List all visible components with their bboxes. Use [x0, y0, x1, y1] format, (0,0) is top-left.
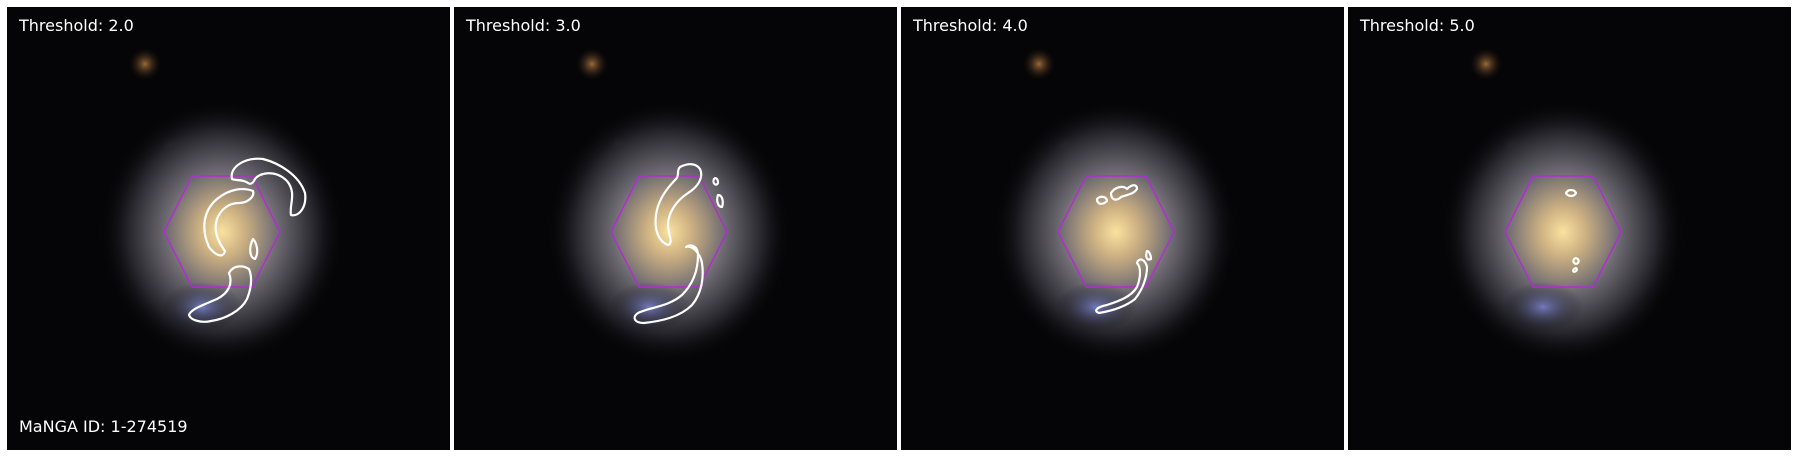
blue-clump [1056, 282, 1136, 332]
contour-knot [1572, 257, 1580, 265]
blue-clump [609, 282, 689, 332]
contour-arm-north [654, 163, 703, 247]
threshold-label: Threshold: 5.0 [1360, 16, 1475, 35]
contour-lines [633, 163, 724, 325]
blue-clump [1503, 282, 1583, 332]
background-star [127, 46, 163, 82]
threshold-label: Threshold: 4.0 [913, 16, 1028, 35]
contour-arm-north [230, 157, 307, 217]
image-panel-threshold-3: Threshold: 3.0 [454, 7, 897, 450]
image-panel-threshold-2: Threshold: 2.0 MaNGA ID: 1-274519 [7, 7, 450, 450]
galaxy-halo [97, 97, 347, 367]
galaxy-halo [1438, 97, 1688, 367]
threshold-label: Threshold: 2.0 [19, 16, 134, 35]
background-star [574, 46, 610, 82]
contour-knot [1572, 267, 1578, 273]
contour-lines [1095, 184, 1153, 315]
contour-knot [249, 237, 259, 261]
contour-lines [1564, 188, 1580, 273]
background-star [1021, 46, 1057, 82]
contour-knot [1564, 188, 1578, 198]
background-star [1468, 46, 1504, 82]
galaxy-image [1348, 7, 1791, 450]
contour-arm-south [187, 265, 253, 323]
blue-clump [162, 282, 242, 332]
contour-arm-west [203, 188, 255, 257]
contour-knot [1095, 195, 1109, 205]
threshold-label: Threshold: 3.0 [466, 16, 581, 35]
ifu-hexagon [610, 175, 728, 288]
ifu-hexagon [163, 175, 281, 288]
galaxy-image [901, 7, 1344, 450]
contour-knot [712, 177, 720, 186]
image-panel-threshold-4: Threshold: 4.0 [901, 7, 1344, 450]
contour-arm-south [1095, 258, 1149, 315]
ifu-hexagon [1504, 175, 1622, 288]
image-panel-threshold-5: Threshold: 5.0 [1348, 7, 1791, 450]
contour-knot [1145, 249, 1153, 261]
contour-lines [187, 157, 307, 323]
manga-id-label: MaNGA ID: 1-274519 [19, 417, 188, 436]
ifu-hexagon [1057, 175, 1175, 288]
contour-arm-north [1109, 184, 1139, 201]
galaxy-image [7, 7, 450, 450]
galaxy-image [454, 7, 897, 450]
galaxy-halo [991, 97, 1241, 367]
contour-knot [716, 193, 724, 209]
contour-arm-south [633, 244, 704, 325]
